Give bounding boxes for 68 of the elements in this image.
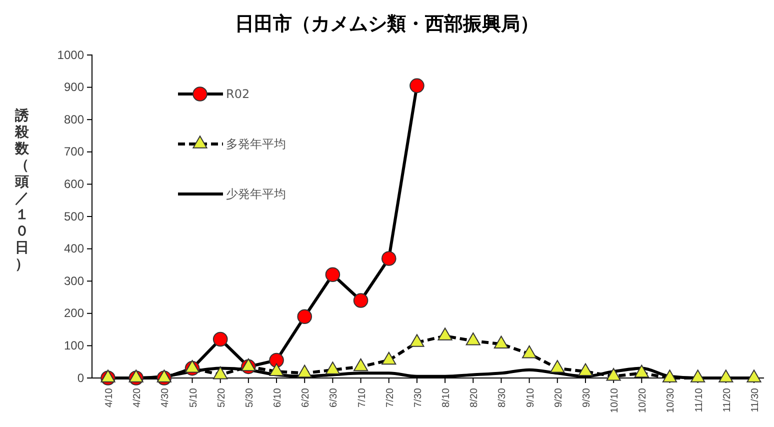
point [100, 370, 116, 382]
x-tick-label: 11/20 [722, 388, 733, 412]
y-tick-label: 800 [64, 112, 84, 126]
point [494, 336, 509, 349]
point [606, 368, 621, 381]
point [746, 370, 762, 382]
x-tick-label: 10/30 [666, 388, 677, 414]
x-tick-label: 8/20 [469, 388, 480, 408]
x-tick-label: 6/10 [272, 388, 284, 408]
x-tick-label: 8/10 [441, 388, 452, 408]
x-tick-label: 7/30 [412, 388, 424, 408]
x-tick-label: 9/10 [525, 388, 536, 408]
point [128, 370, 144, 382]
point [269, 363, 284, 376]
x-tick-label: 5/10 [188, 388, 200, 408]
x-tick-label: 6/20 [300, 388, 312, 408]
y-tick-label: 0 [77, 370, 84, 385]
x-tick-label: 9/30 [581, 388, 592, 408]
x-tick-label: 10/20 [638, 388, 649, 414]
legend-label: 多発年平均 [226, 137, 286, 151]
y-tick-label: 300 [64, 274, 84, 288]
y-tick-label: 100 [64, 338, 84, 353]
x-tick-label: 10/10 [610, 388, 621, 414]
y-tick-label: 500 [64, 209, 84, 224]
x-tick-label: 5/20 [216, 388, 228, 408]
point [690, 370, 706, 382]
x-tick-label: 7/20 [384, 388, 396, 408]
point [662, 370, 678, 382]
point [297, 364, 312, 378]
point [353, 293, 368, 308]
y-tick-label: 1000 [57, 48, 84, 62]
point [241, 358, 256, 372]
point [522, 345, 537, 358]
point [578, 363, 593, 376]
chart-title: 日田市（カメムシ類・西部振興局） [235, 13, 539, 35]
legend-label: R02 [226, 87, 250, 101]
point [550, 360, 565, 373]
point [353, 358, 368, 372]
point [410, 334, 424, 347]
y-tick-label: 700 [64, 144, 84, 159]
x-tick-label: 11/10 [694, 388, 705, 412]
point [718, 370, 734, 382]
point [382, 352, 396, 365]
x-tick-label: 9/20 [553, 388, 564, 408]
x-tick-label: 4/20 [132, 388, 144, 408]
point [438, 328, 452, 340]
legend-label: 少発年平均 [226, 187, 286, 201]
y-tick-label: 200 [64, 306, 84, 320]
point [213, 366, 228, 380]
x-tick-label: 6/30 [328, 388, 340, 408]
y-tick-label: 400 [64, 242, 84, 256]
x-tick-label: 5/30 [244, 388, 256, 408]
point [634, 364, 649, 378]
x-tick-label: 11/30 [750, 388, 761, 412]
point [381, 251, 396, 266]
x-tick-label: 4/10 [104, 388, 115, 408]
point [325, 362, 340, 374]
x-tick-label: 7/10 [356, 388, 368, 408]
x-tick-label: 4/30 [160, 388, 172, 408]
point [325, 267, 340, 282]
point [184, 360, 200, 373]
text: 誘殺数（頭／１０日） [15, 108, 29, 272]
y-tick-label: 900 [64, 80, 84, 94]
point [410, 78, 424, 94]
point [466, 332, 480, 346]
point [156, 370, 172, 382]
x-tick-label: 8/30 [497, 388, 508, 408]
y-tick-label: 600 [64, 177, 84, 192]
